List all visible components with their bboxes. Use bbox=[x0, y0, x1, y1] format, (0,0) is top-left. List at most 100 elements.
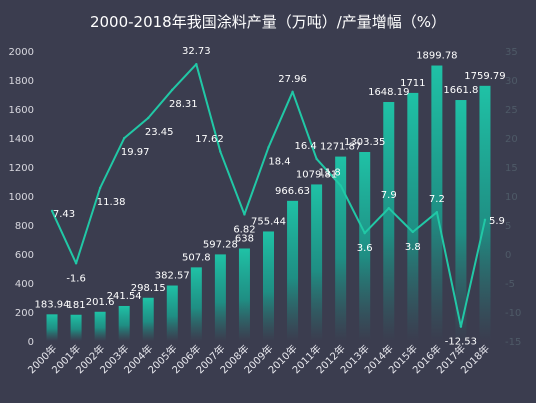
growth-point-2018年 bbox=[483, 218, 487, 221]
growth-value-label: 7.9 bbox=[381, 190, 397, 201]
bar-2005年 bbox=[166, 285, 178, 341]
growth-point-2016年 bbox=[435, 211, 439, 214]
left-tick-label: 400 bbox=[15, 279, 34, 290]
left-tick-label: 1200 bbox=[9, 163, 34, 174]
bar-2016年 bbox=[431, 65, 443, 342]
bar-2018年 bbox=[479, 85, 491, 342]
chart-title: 2000-2018年我国涂料产量（万吨）/产量增幅（%） bbox=[90, 13, 446, 31]
growth-point-2014年 bbox=[387, 206, 390, 210]
growth-value-label: 32.73 bbox=[182, 46, 211, 57]
bar-2012年 bbox=[335, 156, 347, 341]
right-tick-label: 35 bbox=[505, 47, 518, 58]
growth-point-2002年 bbox=[98, 186, 102, 190]
bar-value-label: 241.54 bbox=[107, 291, 142, 302]
right-tick-label: -5 bbox=[505, 279, 515, 290]
right-tick-label: 15 bbox=[505, 163, 518, 174]
growth-point-2007年 bbox=[219, 150, 222, 154]
growth-value-label: 7.43 bbox=[53, 209, 75, 220]
right-tick-label: -15 bbox=[505, 337, 521, 348]
left-tick-label: 0 bbox=[28, 337, 34, 348]
growth-point-2005年 bbox=[171, 88, 174, 92]
growth-value-label: 27.96 bbox=[278, 74, 307, 85]
bar-value-label: 638 bbox=[235, 233, 254, 244]
left-tick-label: 1800 bbox=[9, 76, 34, 87]
growth-value-label: -1.6 bbox=[66, 273, 86, 284]
growth-value-label: 3.8 bbox=[405, 242, 421, 253]
growth-value-label: 11.8 bbox=[319, 168, 341, 179]
bar-value-label: 181 bbox=[67, 300, 86, 311]
bar-value-label: 1079.81 bbox=[296, 169, 337, 180]
bar-value-label: 1648.19 bbox=[368, 87, 409, 98]
bar-value-label: 966.63 bbox=[275, 186, 310, 197]
growth-point-2000年 bbox=[50, 209, 54, 213]
growth-value-label: 11.38 bbox=[97, 197, 126, 208]
growth-value-label: 5.9 bbox=[489, 216, 505, 227]
left-tick-label: 600 bbox=[15, 250, 34, 261]
bar-value-label: 298.15 bbox=[131, 283, 166, 294]
bar-value-label: 183.94 bbox=[35, 299, 70, 310]
x-axis: 2000年2001年2002年2003年2004年2005年2006年2007年… bbox=[25, 342, 492, 376]
bar-2017年 bbox=[455, 100, 467, 341]
bar-value-label: 1271.87 bbox=[320, 142, 361, 153]
bar-2001年 bbox=[70, 314, 82, 341]
growth-point-2017年 bbox=[459, 325, 463, 328]
bar-2011年 bbox=[311, 184, 323, 341]
bar-2006年 bbox=[190, 267, 202, 341]
growth-line-series bbox=[50, 62, 487, 328]
growth-value-label: 23.45 bbox=[145, 127, 174, 138]
growth-point-2010年 bbox=[291, 90, 294, 94]
growth-value-label: 7.2 bbox=[429, 194, 445, 205]
growth-point-2011年 bbox=[315, 157, 318, 161]
bar-2000年 bbox=[46, 314, 58, 341]
growth-point-2003年 bbox=[122, 136, 126, 140]
bar-value-label: 201.6 bbox=[86, 297, 115, 308]
bar-value-label: 1759.79 bbox=[464, 71, 505, 82]
growth-point-2006年 bbox=[195, 62, 198, 66]
right-tick-label: 30 bbox=[505, 76, 518, 87]
growth-value-label: 19.97 bbox=[121, 147, 150, 158]
right-axis: -15 -10 -5 0 5 10 15 20 25 30 35 bbox=[505, 47, 521, 348]
bar-2008年 bbox=[238, 248, 250, 341]
growth-value-label: 6.82 bbox=[233, 224, 255, 235]
bar-value-label: 1661.8 bbox=[443, 85, 478, 96]
bar-2002年 bbox=[94, 311, 106, 341]
bar-2015年 bbox=[407, 92, 419, 341]
bar-2013年 bbox=[359, 152, 371, 341]
growth-value-label: 3.6 bbox=[357, 243, 373, 254]
growth-point-2015年 bbox=[411, 230, 415, 234]
bar-2007年 bbox=[214, 254, 226, 341]
bar-value-label: 507.8 bbox=[182, 252, 211, 263]
growth-point-2013年 bbox=[363, 231, 366, 235]
growth-point-2012年 bbox=[339, 184, 342, 187]
left-tick-label: 800 bbox=[15, 221, 34, 232]
bar-2004年 bbox=[142, 297, 154, 341]
left-tick-label: 1400 bbox=[9, 134, 34, 145]
growth-point-2001年 bbox=[74, 262, 78, 265]
right-tick-label: 10 bbox=[505, 192, 518, 203]
growth-value-label: 28.31 bbox=[169, 99, 198, 110]
bar-2010年 bbox=[287, 200, 299, 341]
growth-value-label: -12.53 bbox=[445, 337, 477, 348]
growth-value-label: 17.62 bbox=[195, 134, 224, 145]
growth-point-2009年 bbox=[267, 146, 270, 149]
bar-series bbox=[46, 65, 491, 342]
left-tick-label: 200 bbox=[15, 308, 34, 319]
bar-value-label: 1899.78 bbox=[416, 51, 457, 62]
right-tick-label: 25 bbox=[505, 105, 518, 116]
growth-labels: 7.43 -1.6 11.38 19.97 23.45 28.31 32.73 17.62 6.… bbox=[53, 46, 505, 348]
bar-value-label: 755.44 bbox=[251, 216, 286, 227]
left-axis: 0 200 400 600 800 1000 1200 1400 1600 1800 2000 bbox=[9, 47, 34, 348]
growth-point-2008年 bbox=[243, 213, 246, 216]
bar-value-label: 382.57 bbox=[155, 271, 190, 282]
growth-value-label: 18.4 bbox=[268, 156, 290, 167]
bar-2009年 bbox=[263, 231, 274, 341]
right-tick-label: 20 bbox=[505, 134, 518, 145]
left-tick-label: 2000 bbox=[9, 47, 34, 58]
bar-value-label: 1711 bbox=[400, 78, 425, 89]
left-tick-label: 1600 bbox=[9, 105, 34, 116]
left-tick-label: 1000 bbox=[9, 192, 34, 203]
bar-value-label: 597.28 bbox=[203, 239, 238, 250]
